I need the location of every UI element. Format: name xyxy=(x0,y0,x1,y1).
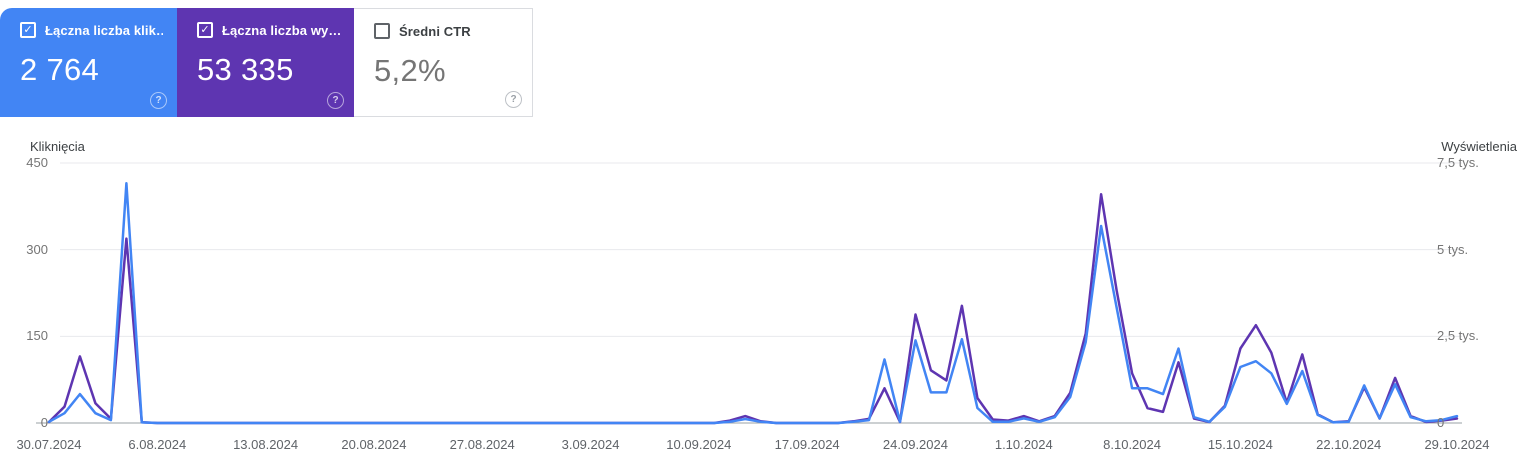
y-axis-tick-left: 300 xyxy=(26,241,48,257)
x-axis-tick: 22.10.2024 xyxy=(1316,437,1382,452)
card-avg-ctr[interactable]: Średni CTR 5,2% ? xyxy=(354,8,533,117)
x-axis-tick: 27.08.2024 xyxy=(449,437,515,452)
help-icon[interactable]: ? xyxy=(505,91,522,108)
x-axis-tick: 13.08.2024 xyxy=(233,437,299,452)
y-axis-tick-right: 0 xyxy=(1437,415,1445,430)
y-axis-tick-left: 150 xyxy=(26,328,48,344)
left-axis-title: Kliknięcia xyxy=(30,139,85,154)
x-axis-tick: 6.08.2024 xyxy=(128,437,187,452)
x-axis-tick: 24.09.2024 xyxy=(882,437,948,452)
x-axis-tick: 15.10.2024 xyxy=(1207,437,1273,452)
y-axis-tick-left: 450 xyxy=(26,155,48,170)
help-icon[interactable]: ? xyxy=(327,92,344,109)
y-axis-tick-right: 5 tys. xyxy=(1437,241,1469,257)
x-axis-tick: 20.08.2024 xyxy=(341,437,407,452)
avg-ctr-label: Średni CTR xyxy=(399,23,471,39)
y-axis-tick-left: 0 xyxy=(40,415,48,430)
total-clicks-value: 2 764 xyxy=(20,52,100,87)
avg-ctr-checkbox[interactable] xyxy=(374,23,390,39)
card-total-clicks[interactable]: ✓ Łączna liczba klik… 2 764 ? xyxy=(0,8,177,117)
help-icon[interactable]: ? xyxy=(150,92,167,109)
chart-plot-area[interactable] xyxy=(0,117,1527,463)
card-total-impressions[interactable]: ✓ Łączna liczba wy… 53 335 ? xyxy=(177,8,354,117)
y-axis-tick-right: 2,5 tys. xyxy=(1437,328,1479,344)
total-impressions-checkbox[interactable]: ✓ xyxy=(197,22,213,38)
total-clicks-label: Łączna liczba klik… xyxy=(45,22,163,38)
performance-chart: Kliknięcia Wyświetlenia 450 300 150 0 7,5 ty… xyxy=(0,117,1527,463)
total-clicks-checkbox[interactable]: ✓ xyxy=(20,22,36,38)
impressions-line xyxy=(47,192,1459,425)
total-impressions-label: Łączna liczba wy… xyxy=(222,22,340,38)
clicks-line xyxy=(47,181,1459,425)
x-axis-tick: 30.07.2024 xyxy=(16,437,82,452)
x-axis-tick: 3.09.2024 xyxy=(561,437,620,452)
x-axis-tick: 8.10.2024 xyxy=(1103,437,1161,452)
x-axis-tick: 29.10.2024 xyxy=(1424,437,1490,452)
total-impressions-value: 53 335 xyxy=(197,52,294,87)
x-axis-tick: 10.09.2024 xyxy=(666,437,732,452)
metric-cards: ✓ Łączna liczba klik… 2 764 ? ✓ Łączna l… xyxy=(0,8,533,117)
y-axis-tick-right: 7,5 tys. xyxy=(1437,155,1479,170)
right-axis-title: Wyświetlenia xyxy=(1441,139,1517,154)
avg-ctr-value: 5,2% xyxy=(374,53,446,88)
x-axis-tick: 17.09.2024 xyxy=(774,437,840,452)
x-axis-tick: 1.10.2024 xyxy=(994,437,1053,452)
